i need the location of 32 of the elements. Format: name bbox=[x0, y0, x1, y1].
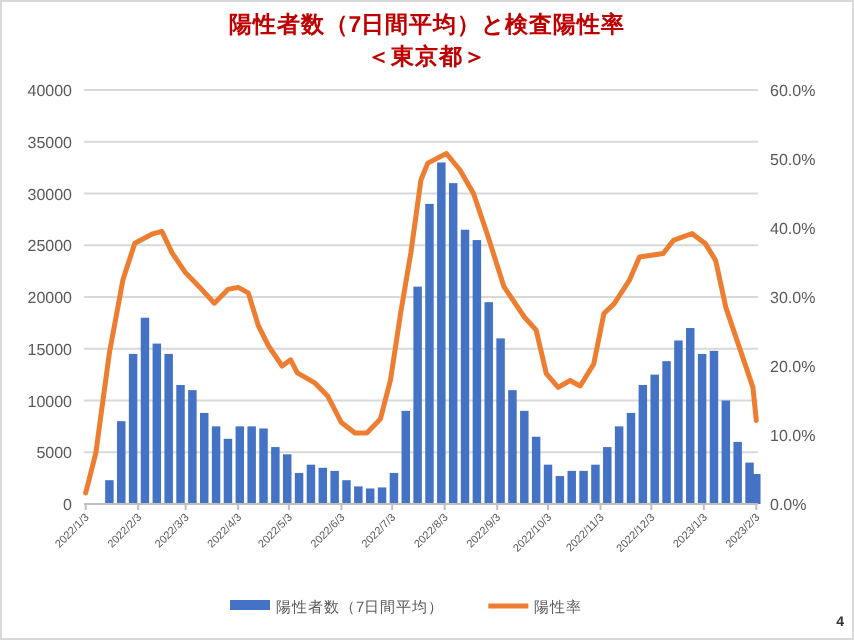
y2-tick-label: 10.0% bbox=[770, 427, 816, 445]
y-tick-label: 35000 bbox=[27, 133, 74, 152]
y-tick-label: 30000 bbox=[27, 185, 74, 204]
y-tick-label: 20000 bbox=[27, 289, 74, 307]
chart-title: 陽性者数（7日間平均）と検査陽性率 bbox=[228, 10, 626, 38]
y2-tick-label: 0.0% bbox=[770, 496, 807, 514]
bar bbox=[377, 487, 387, 504]
bar bbox=[543, 464, 553, 504]
y-tick-label: 5000 bbox=[36, 444, 74, 463]
bar bbox=[389, 472, 399, 504]
y-tick-label: 40000 bbox=[27, 82, 74, 100]
bar bbox=[306, 464, 316, 504]
y-tick-label: 10000 bbox=[27, 392, 74, 411]
y2-tick-label: 20.0% bbox=[770, 358, 816, 376]
y-tick-label: 25000 bbox=[27, 237, 74, 256]
y-tick-label: 15000 bbox=[27, 340, 74, 359]
y2-tick-label: 50.0% bbox=[770, 151, 816, 169]
bar bbox=[211, 426, 221, 504]
chart-subtitle: ＜東京都＞ bbox=[367, 42, 487, 70]
bar bbox=[223, 438, 233, 504]
bar bbox=[709, 350, 719, 504]
bar bbox=[626, 412, 636, 504]
y2-tick-label: 60.0% bbox=[770, 82, 816, 100]
bar bbox=[460, 229, 470, 504]
y2-tick-label: 40.0% bbox=[770, 220, 816, 238]
bar bbox=[697, 353, 707, 504]
bar bbox=[140, 317, 150, 504]
y-tick-label: 0 bbox=[63, 496, 74, 514]
bar bbox=[472, 240, 482, 504]
bar bbox=[294, 472, 304, 504]
bar bbox=[128, 353, 138, 504]
y2-tick-label: 30.0% bbox=[770, 289, 816, 307]
